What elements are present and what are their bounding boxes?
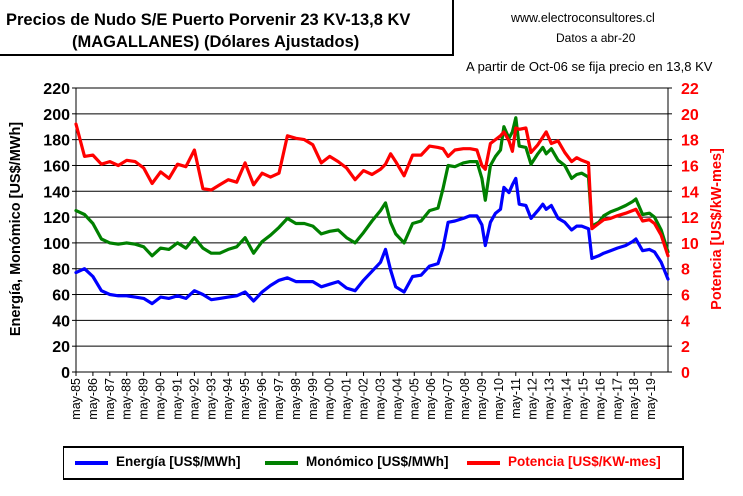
tick-label-x: may-85 bbox=[69, 378, 83, 420]
tick-label-x: may-16 bbox=[593, 378, 607, 420]
tick-label-x: may-17 bbox=[610, 378, 624, 420]
tick-label-x: may-07 bbox=[441, 378, 455, 420]
voltage-note: A partir de Oct-06 se fija precio en 13,… bbox=[466, 59, 713, 74]
title-box: Precios de Nudo S/E Puerto Porvenir 23 K… bbox=[0, 0, 454, 56]
tick-label-right: 18 bbox=[681, 133, 699, 150]
legend-swatch-energia bbox=[75, 461, 108, 465]
tick-label-right: 4 bbox=[681, 313, 690, 330]
series-energia bbox=[74, 176, 670, 306]
tick-label-x: may-14 bbox=[560, 378, 574, 420]
tick-label-left: 200 bbox=[43, 107, 70, 124]
tick-label-x: may-95 bbox=[238, 378, 252, 420]
tick-label-left: 100 bbox=[43, 236, 70, 253]
tick-label-right: 12 bbox=[681, 210, 699, 227]
tick-label-left: 140 bbox=[43, 184, 70, 201]
tick-label-right: 10 bbox=[681, 236, 699, 253]
tick-label-x: may-09 bbox=[475, 378, 489, 420]
tick-label-x: may-91 bbox=[170, 378, 184, 420]
legend-swatch-monomico bbox=[265, 461, 298, 465]
tick-label-x: may-12 bbox=[526, 378, 540, 420]
tick-label-x: may-90 bbox=[154, 378, 168, 420]
tick-label-right: 22 bbox=[681, 81, 699, 98]
date-note: Datos a abr-20 bbox=[556, 31, 636, 45]
series-potencia bbox=[74, 122, 670, 258]
tick-label-x: may-97 bbox=[272, 378, 286, 420]
tick-label-right: 6 bbox=[681, 288, 690, 305]
chart-title-line2: (MAGALLANES) (Dólares Ajustados) bbox=[72, 33, 360, 51]
tick-label-x: may-98 bbox=[289, 378, 303, 420]
tick-label-left: 0 bbox=[61, 365, 70, 382]
tick-label-left: 120 bbox=[43, 210, 70, 227]
series-monomico bbox=[74, 116, 670, 258]
tick-label-x: may-05 bbox=[407, 378, 421, 420]
tick-label-x: may-87 bbox=[103, 378, 117, 420]
axis-layer: 0 20 40 60 80 100 120 140 160 180 200 220 0 2 4 6 8 10 12 1… bbox=[43, 81, 699, 420]
tick-label-x: may-11 bbox=[509, 378, 523, 419]
tick-label-x: may-02 bbox=[357, 378, 371, 420]
tick-label-left: 60 bbox=[52, 288, 70, 305]
grid-layer bbox=[76, 87, 668, 347]
tick-label-x: may-93 bbox=[204, 378, 218, 420]
tick-label-x: may-86 bbox=[86, 378, 100, 420]
tick-label-left: 160 bbox=[43, 158, 70, 175]
legend: Energía [US$/MWh] Monómico [US$/MWh] Pot… bbox=[63, 446, 684, 480]
tick-label-x: may-00 bbox=[323, 378, 337, 420]
tick-label-left: 180 bbox=[43, 133, 70, 150]
tick-label-right: 0 bbox=[681, 365, 690, 382]
legend-label-energia: Energía [US$/MWh] bbox=[116, 454, 241, 469]
tick-label-x: may-13 bbox=[543, 378, 557, 420]
tick-label-x: may-10 bbox=[492, 378, 506, 420]
legend-label-potencia: Potencia [US$/KW-mes] bbox=[508, 454, 661, 469]
tick-label-x: may-88 bbox=[120, 378, 134, 420]
tick-label-right: 14 bbox=[681, 184, 699, 201]
tick-label-right: 16 bbox=[681, 158, 699, 175]
tick-label-x: may-96 bbox=[255, 378, 269, 420]
legend-label-monomico: Monómico [US$/MWh] bbox=[306, 454, 449, 469]
tick-label-x: may-92 bbox=[187, 378, 201, 420]
series-layer bbox=[74, 116, 670, 306]
tick-label-x: may-08 bbox=[458, 378, 472, 420]
tick-label-x: may-94 bbox=[221, 378, 235, 420]
tick-label-x: may-03 bbox=[373, 378, 387, 420]
tick-label-x: may-06 bbox=[424, 378, 438, 420]
tick-label-x: may-15 bbox=[576, 378, 590, 420]
tick-label-right: 8 bbox=[681, 262, 690, 279]
tick-label-left: 80 bbox=[52, 262, 70, 279]
tick-label-left: 20 bbox=[52, 339, 70, 356]
tick-label-x: may-18 bbox=[627, 378, 641, 420]
tick-label-right: 20 bbox=[681, 107, 699, 124]
tick-label-right: 2 bbox=[681, 339, 690, 356]
tick-label-left: 40 bbox=[52, 313, 70, 330]
tick-label-x: may-89 bbox=[137, 378, 151, 420]
tick-label-x: may-01 bbox=[340, 378, 354, 420]
tick-label-left: 220 bbox=[43, 81, 70, 98]
chart-title-line1: Precios de Nudo S/E Puerto Porvenir 23 K… bbox=[6, 11, 411, 29]
tick-label-x: may-04 bbox=[390, 378, 404, 420]
tick-label-x: may-19 bbox=[644, 378, 658, 420]
website-text: www.electroconsultores.cl bbox=[511, 11, 655, 25]
legend-swatch-potencia bbox=[467, 461, 500, 465]
tick-label-x: may-99 bbox=[306, 378, 320, 420]
